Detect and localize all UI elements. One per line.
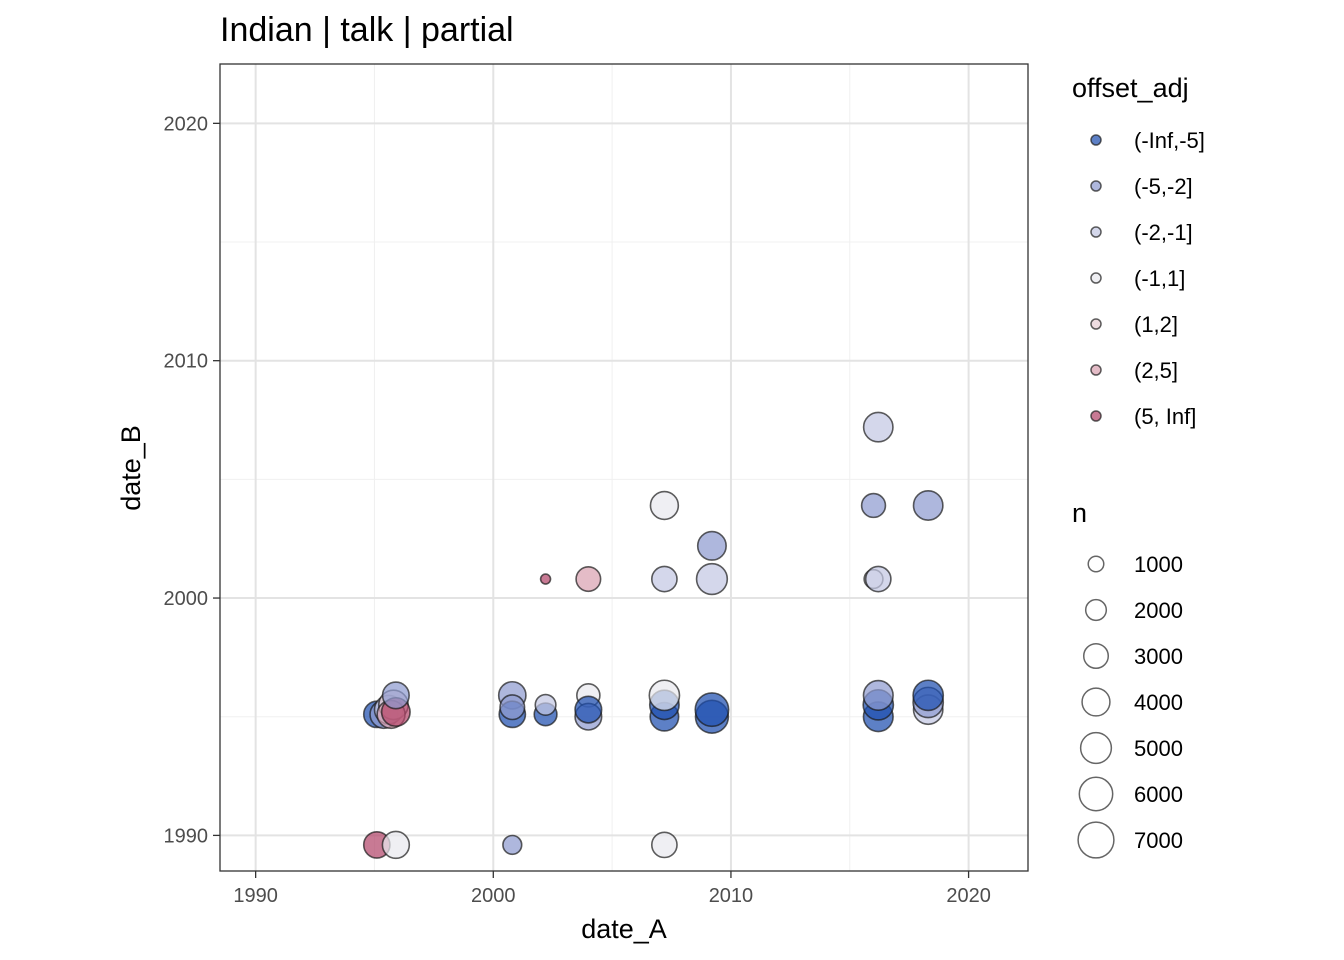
size-legend-label: 4000 bbox=[1134, 690, 1183, 715]
size-legend-key bbox=[1081, 687, 1111, 717]
chart-title: Indian | talk | partial bbox=[220, 11, 514, 49]
data-point bbox=[534, 693, 557, 716]
data-point bbox=[648, 679, 681, 712]
color-legend-key bbox=[1090, 226, 1102, 238]
color-legend-title: offset_adj bbox=[1072, 73, 1189, 103]
y-axis-title: date_B bbox=[116, 425, 146, 511]
color-legend-key bbox=[1090, 180, 1102, 192]
color-legend-key bbox=[1090, 410, 1102, 422]
data-point bbox=[864, 565, 892, 593]
size-legend-label: 5000 bbox=[1134, 736, 1183, 761]
size-legend-key bbox=[1077, 821, 1115, 859]
color-legend-key bbox=[1090, 318, 1102, 330]
size-legend-label: 6000 bbox=[1134, 782, 1183, 807]
size-legend-key bbox=[1082, 642, 1110, 670]
data-point bbox=[381, 830, 411, 860]
data-point bbox=[574, 695, 603, 724]
size-legend-key bbox=[1078, 776, 1114, 812]
color-legend-key bbox=[1090, 272, 1102, 284]
data-point bbox=[381, 681, 410, 710]
color-legend-label: (1,2] bbox=[1134, 312, 1178, 337]
data-point bbox=[695, 562, 729, 596]
color-legend-label: (2,5] bbox=[1134, 358, 1178, 383]
data-point bbox=[499, 694, 526, 721]
data-point bbox=[696, 530, 727, 561]
y-tick-label: 2000 bbox=[164, 588, 209, 610]
size-legend-key bbox=[1087, 555, 1105, 573]
data-point bbox=[862, 679, 894, 711]
plot-border bbox=[219, 63, 1029, 872]
size-legend-title: n bbox=[1072, 498, 1087, 528]
y-tick-label: 2020 bbox=[164, 113, 209, 135]
data-point bbox=[912, 679, 945, 712]
size-legend-label: 1000 bbox=[1134, 552, 1183, 577]
data-points bbox=[362, 411, 945, 860]
data-point bbox=[650, 565, 678, 593]
x-tick-label: 1990 bbox=[233, 885, 278, 907]
data-point bbox=[860, 492, 887, 519]
size-legend-label: 2000 bbox=[1134, 598, 1183, 623]
color-legend-label: (-Inf,-5] bbox=[1134, 128, 1205, 153]
y-axis: 1990 2000 2010 2020 bbox=[164, 113, 220, 847]
size-legend-label: 7000 bbox=[1134, 828, 1183, 853]
color-legend-key bbox=[1090, 134, 1102, 146]
color-legend-key bbox=[1090, 364, 1102, 376]
data-point bbox=[575, 565, 602, 593]
size-legend-key bbox=[1079, 731, 1113, 765]
x-axis-title: date_A bbox=[581, 914, 667, 944]
color-legend: (-Inf,-5] (-5,-2] (-2,-1] (-1,1] (1,2] (2,5] (… bbox=[1090, 128, 1205, 429]
data-point bbox=[862, 411, 894, 443]
data-point bbox=[539, 573, 552, 585]
grid-lines bbox=[220, 64, 1028, 871]
color-legend-label: (-2,-1] bbox=[1134, 220, 1193, 245]
x-tick-label: 2020 bbox=[946, 885, 991, 907]
x-tick-label: 2010 bbox=[709, 885, 754, 907]
data-point bbox=[649, 490, 680, 521]
size-legend-key bbox=[1084, 598, 1108, 622]
y-tick-label: 2010 bbox=[164, 351, 209, 373]
color-legend-label: (-5,-2] bbox=[1134, 174, 1193, 199]
plot-panel bbox=[220, 64, 1028, 871]
data-point bbox=[650, 831, 678, 859]
data-point bbox=[912, 490, 944, 521]
size-legend-label: 3000 bbox=[1134, 644, 1183, 669]
y-tick-label: 1990 bbox=[164, 825, 209, 847]
data-point bbox=[502, 834, 523, 856]
color-legend-label: (5, Inf] bbox=[1134, 404, 1196, 429]
x-axis: 1990 2000 2010 2020 bbox=[233, 871, 991, 907]
data-point bbox=[694, 692, 730, 728]
size-legend: 1000 2000 3000 4000 5000 6000 7000 bbox=[1077, 552, 1183, 859]
color-legend-label: (-1,1] bbox=[1134, 266, 1185, 291]
x-tick-label: 2000 bbox=[471, 885, 516, 907]
